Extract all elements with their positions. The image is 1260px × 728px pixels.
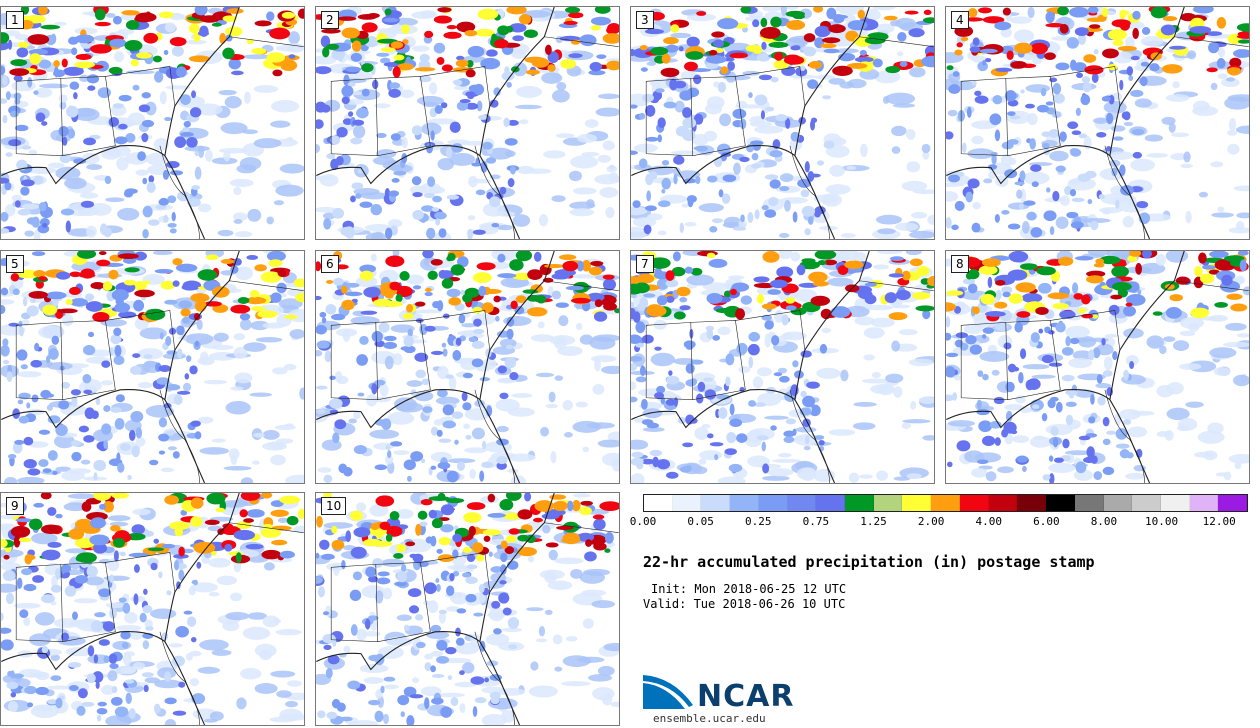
precip-colorbar (643, 494, 1248, 512)
colorbar-tick-label: 0.25 (744, 515, 772, 528)
member-number: 1 (6, 11, 24, 29)
ncar-logo-text: NCAR (697, 679, 795, 714)
colorbar-swatch (701, 495, 731, 511)
member-number: 9 (6, 497, 24, 515)
ncar-logo-icon (643, 675, 693, 709)
precip-map (316, 251, 619, 483)
member-number: 4 (951, 11, 969, 29)
colorbar-swatch (1189, 495, 1219, 511)
colorbar-tick-label: 0.00 (629, 515, 657, 528)
colorbar-swatch (672, 495, 702, 511)
colorbar-tick-labels: 0.00 0.05 0.25 0.75 1.25 2.00 4.00 6.00 8.00 10.0… (630, 515, 1248, 531)
figure-title: 22-hr accumulated precipitation (in) pos… (643, 553, 1095, 571)
member-panel: 10 (315, 492, 620, 726)
member-panel: 5 (0, 250, 305, 484)
precip-map (946, 7, 1249, 239)
colorbar-swatch (1046, 495, 1075, 511)
colorbar-swatch (1132, 495, 1161, 511)
colorbar-tick-label: 6.00 (1033, 515, 1060, 528)
member-panel: 6 (315, 250, 620, 484)
colorbar-swatch (931, 495, 960, 511)
member-panel: 8 (945, 250, 1250, 484)
colorbar-swatch (730, 495, 759, 511)
colorbar-swatch (1074, 495, 1104, 511)
member-panel: 9 (0, 492, 305, 726)
colorbar-swatch (787, 495, 817, 511)
colorbar-swatch (644, 495, 673, 511)
colorbar-swatch (1218, 495, 1248, 511)
member-panel: 4 (945, 6, 1250, 240)
colorbar-swatch (1103, 495, 1133, 511)
member-number: 8 (951, 255, 969, 273)
colorbar-swatch (988, 495, 1018, 511)
colorbar-tick-label: 0.05 (687, 515, 714, 528)
colorbar-tick-label: 0.75 (802, 515, 830, 528)
colorbar-swatch (902, 495, 932, 511)
member-panel: 7 (630, 250, 935, 484)
colorbar-tick-label: 8.00 (1090, 515, 1118, 528)
member-number: 7 (636, 255, 654, 273)
member-panel: 1 (0, 6, 305, 240)
valid-time: Valid: Tue 2018-06-26 10 UTC (643, 597, 846, 611)
precip-map (316, 493, 619, 725)
colorbar-swatch (758, 495, 788, 511)
colorbar-swatch (845, 495, 874, 511)
member-number: 2 (321, 11, 339, 29)
member-number: 10 (321, 497, 347, 515)
member-number: 5 (6, 255, 24, 273)
precip-map (1, 493, 304, 725)
precip-map (1, 251, 304, 483)
colorbar-tick-label: 10.00 (1145, 515, 1179, 528)
precip-map (631, 251, 934, 483)
colorbar-tick-label: 1.25 (860, 515, 887, 528)
colorbar-tick-label: 2.00 (917, 515, 945, 528)
precip-map (1, 7, 304, 239)
precip-map (631, 7, 934, 239)
website-url: ensemble.ucar.edu (653, 712, 766, 725)
colorbar-swatch (959, 495, 989, 511)
precip-map (946, 251, 1249, 483)
colorbar-tick-label: 4.00 (975, 515, 1002, 528)
colorbar-swatch (816, 495, 846, 511)
colorbar-swatch (1160, 495, 1190, 511)
colorbar-swatch (1017, 495, 1047, 511)
member-number: 6 (321, 255, 339, 273)
colorbar-tick-label: 12.00 (1202, 515, 1236, 528)
colorbar-swatch (873, 495, 903, 511)
member-panel: 2 (315, 6, 620, 240)
member-panel: 3 (630, 6, 935, 240)
init-time: Init: Mon 2018-06-25 12 UTC (651, 582, 847, 596)
member-number: 3 (636, 11, 654, 29)
precip-map (316, 7, 619, 239)
